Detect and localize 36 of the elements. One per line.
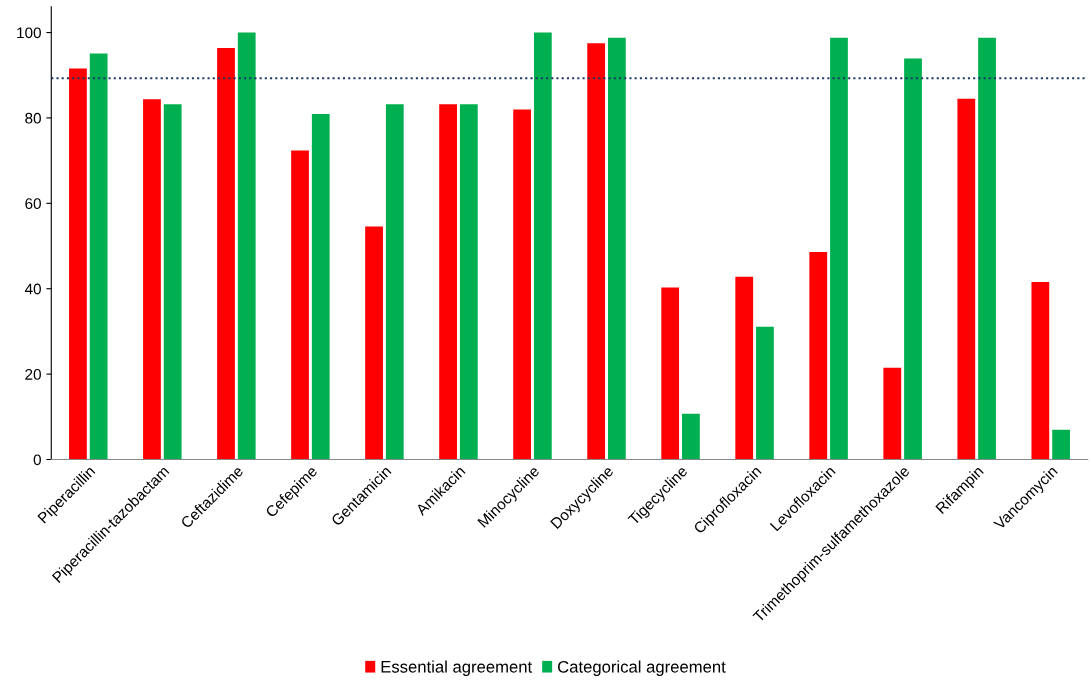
bar — [756, 326, 774, 460]
bar — [163, 104, 182, 460]
bar — [735, 276, 754, 460]
bar — [587, 43, 606, 460]
y-tick-label: 60 — [25, 198, 41, 210]
bar — [1052, 429, 1070, 460]
y-tick-label: 40 — [24, 283, 41, 295]
bar — [809, 252, 828, 460]
y-tick-label: 100 — [17, 27, 41, 39]
bar — [237, 32, 256, 460]
bar — [69, 68, 87, 460]
bar — [533, 32, 552, 460]
bar — [439, 104, 457, 460]
bar — [608, 37, 626, 460]
bar — [385, 104, 404, 460]
bar — [978, 37, 996, 460]
bar — [830, 37, 848, 460]
y-tick-label: 20 — [25, 368, 41, 380]
bar — [291, 150, 309, 460]
bar — [904, 58, 922, 460]
bar — [89, 53, 108, 460]
bar — [883, 367, 902, 460]
legend-label: Categorical agreement — [558, 660, 726, 676]
bar — [1031, 281, 1050, 460]
bar — [459, 104, 478, 460]
bar — [661, 287, 680, 460]
bar — [217, 47, 235, 460]
bar — [143, 99, 161, 460]
bar — [365, 226, 383, 460]
bar — [513, 109, 532, 460]
bar — [311, 114, 330, 460]
y-tick-label: 80 — [25, 112, 41, 124]
y-tick-label: 0 — [33, 454, 41, 466]
legend-label: Essential agreement — [381, 660, 533, 676]
bar — [682, 413, 700, 460]
bar — [957, 98, 976, 460]
